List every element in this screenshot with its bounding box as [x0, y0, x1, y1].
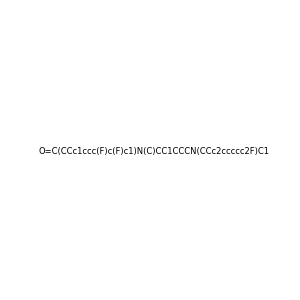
Text: O=C(CCc1ccc(F)c(F)c1)N(C)CC1CCCN(CCc2ccccc2F)C1: O=C(CCc1ccc(F)c(F)c1)N(C)CC1CCCN(CCc2ccc…	[38, 147, 269, 156]
